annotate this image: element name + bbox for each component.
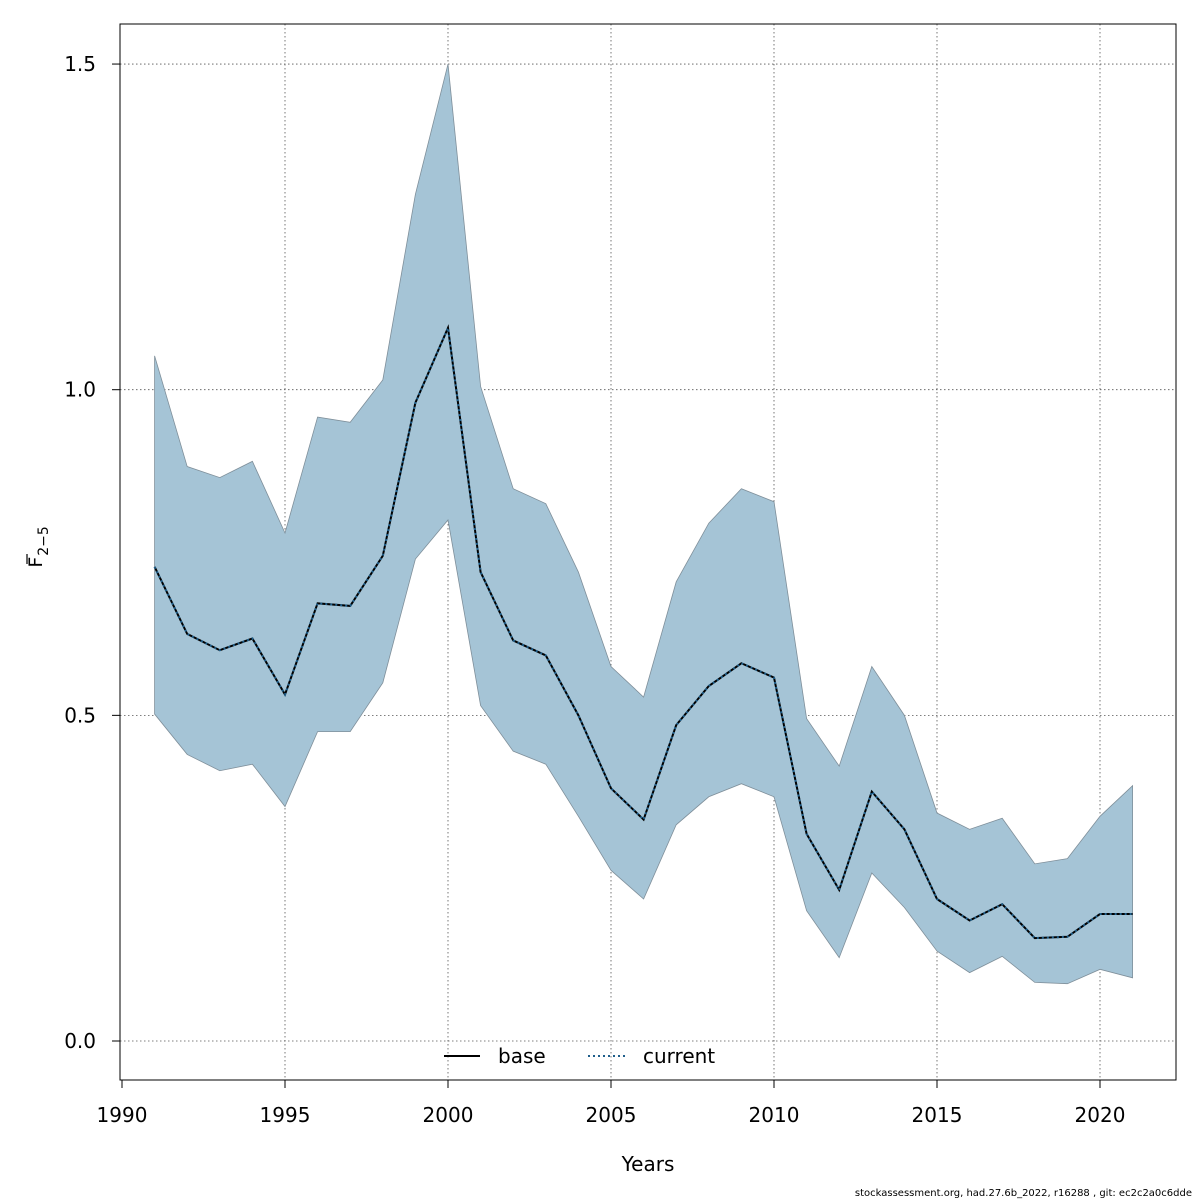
y-axis-title-subscript: 2−5 (36, 526, 52, 556)
y-tick-label-1.5: 1.5 (64, 52, 96, 76)
x-tick-label-1995: 1995 (260, 1103, 311, 1127)
x-tick-label-2020: 2020 (1075, 1103, 1126, 1127)
x-tick-label-2015: 2015 (912, 1103, 963, 1127)
x-tick-label-2010: 2010 (749, 1103, 800, 1127)
svg-text:F 2−5: F 2−5 (23, 526, 52, 567)
x-axis-title: Years (621, 1152, 675, 1176)
series-line-base (153, 324, 1133, 940)
legend-label-base: base (498, 1044, 546, 1068)
x-tick-label-2000: 2000 (423, 1103, 474, 1127)
x-tick-label-1990: 1990 (97, 1103, 148, 1127)
confidence-band (154, 63, 1133, 985)
series-lines (153, 324, 1133, 940)
y-axis: 0.0 0.5 1.0 1.5 (64, 52, 121, 1053)
y-tick-label-0.5: 0.5 (64, 703, 96, 727)
y-axis-title: F 2−5 (23, 526, 52, 567)
y-tick-label-0: 0.0 (64, 1029, 96, 1053)
legend-label-current: current (643, 1044, 715, 1068)
footer-credit: stockassessment.org, had.27.6b_2022, r16… (855, 1188, 1192, 1199)
legend: base current (444, 1044, 715, 1068)
confidence-band-area (154, 63, 1133, 985)
y-axis-title-main: F (25, 557, 47, 568)
x-tick-label-2005: 2005 (586, 1103, 637, 1127)
x-axis: 1990 1995 2000 2005 2010 2015 2020 (97, 1079, 1126, 1127)
y-tick-label-1: 1.0 (64, 378, 96, 402)
